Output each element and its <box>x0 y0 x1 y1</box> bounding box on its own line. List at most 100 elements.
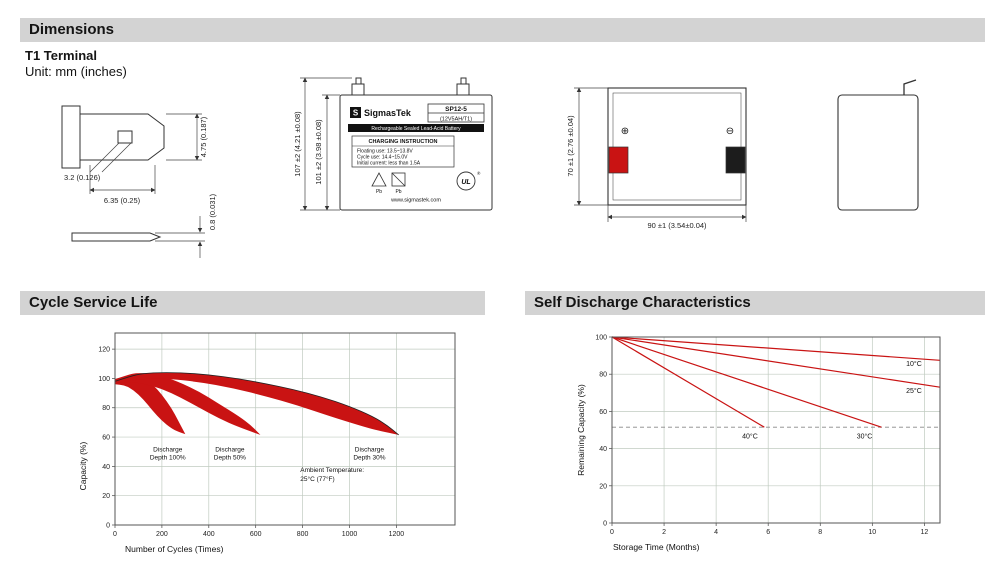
negative-symbol: ⊖ <box>726 126 734 137</box>
x-tick-label: 8 <box>818 529 822 536</box>
ul-text: UL <box>461 179 470 186</box>
charging-instruction-box <box>351 135 455 168</box>
self-discharge-chart: 0 2 4 6 8 10 12 0 20 40 60 80 100 10°C 25°C 30°C 40°C Sto… <box>576 335 941 552</box>
positive-terminal-red <box>608 146 629 174</box>
plot-frame <box>114 332 456 526</box>
negative-terminal-black <box>725 146 746 174</box>
dim-total-height: 107 ±2 (4.21 ±0.08) <box>293 111 302 177</box>
discharge-band <box>115 375 186 435</box>
dimension-drawings: 3.2 (0.126) 6.35 (0.25) 4.75 (0.187) 0.8… <box>61 77 919 258</box>
top-view-drawing: ⊕ ⊖ 70 ±1 (2.76 ±0.04) 90 ±1 (3.54±0.04) <box>566 87 747 230</box>
series-line <box>611 336 941 388</box>
x-tick-label: 0 <box>610 529 614 536</box>
battery-case-top <box>607 87 747 206</box>
band-label: Discharge <box>153 447 183 454</box>
terminal-slot <box>117 130 133 144</box>
plot-frame <box>611 336 941 524</box>
front-terminal-left <box>351 83 365 96</box>
charging-line-2: Cycle use: 14.4~15.0V <box>357 155 408 161</box>
x-tick-label: 10 <box>868 529 876 536</box>
x-tick-label: 600 <box>250 531 262 538</box>
side-terminal-tab <box>903 79 917 95</box>
envelope-curve <box>114 372 399 436</box>
discharge-band <box>115 373 261 435</box>
y-tick-label: 0 <box>603 521 607 528</box>
side-view-drawing <box>837 79 919 211</box>
y-axis-label: Capacity (%) <box>78 442 88 491</box>
pb-label-2: Pb <box>395 189 401 195</box>
charging-line-3: Initial current: less than 1.5A <box>357 161 421 167</box>
y-axis-label: Remaining Capacity (%) <box>576 384 586 476</box>
x-tick-label: 800 <box>297 531 309 538</box>
y-tick-label: 80 <box>599 372 607 379</box>
band-label: Depth 30% <box>353 455 385 462</box>
y-tick-label: 100 <box>595 335 607 342</box>
pb-label-1: Pb <box>376 189 382 195</box>
discharge-band <box>115 372 399 435</box>
y-tick-label: 20 <box>599 483 607 490</box>
terminal-plate-top-view <box>71 232 162 242</box>
charging-title: CHARGING INSTRUCTION <box>368 139 437 145</box>
x-tick-label: 0 <box>113 531 117 538</box>
dim-tab-height: 4.75 (0.187) <box>199 116 208 157</box>
dimension-lines <box>89 113 205 258</box>
series-line <box>611 336 882 428</box>
recycle-icon <box>371 172 387 187</box>
series-label: 25°C <box>906 387 922 395</box>
x-axis-label: Number of Cycles (Times) <box>125 544 224 554</box>
dim-slot-width: 3.2 (0.126) <box>64 173 101 182</box>
x-tick-label: 4 <box>714 529 718 536</box>
y-tick-label: 60 <box>102 435 110 442</box>
front-view-drawing: 107 ±2 (4.21 ±0.08) 101 ±2 (3.98 ±0.08) … <box>293 77 493 211</box>
battery-case-front <box>339 94 493 211</box>
x-tick-label: 12 <box>920 529 928 536</box>
front-terminal-right-nub <box>460 77 467 85</box>
unit-note: Unit: mm (inches) <box>25 64 127 79</box>
brand-name: SigmasTek <box>364 108 412 118</box>
model-number: SP12-5 <box>445 106 467 113</box>
dim-case-height: 101 ±2 (3.98 ±0.08) <box>314 119 323 185</box>
brand-logo-letter: S <box>353 109 359 118</box>
band-label: Discharge <box>215 447 245 454</box>
y-tick-label: 40 <box>599 446 607 453</box>
x-tick-label: 1200 <box>389 531 405 538</box>
dim-plate-thickness: 0.8 (0.031) <box>208 193 217 230</box>
model-rating: (12V5AH/T1) <box>440 117 472 123</box>
x-tick-label: 400 <box>203 531 215 538</box>
cycle-service-life-chart: 0 200 400 600 800 1000 1200 0 20 40 60 80 100 120 Disc… <box>78 332 456 554</box>
y-tick-label: 0 <box>106 523 110 530</box>
tagline-text: Rechargeable Sealed Lead-Acid Battery <box>371 126 461 132</box>
y-tick-label: 40 <box>102 464 110 471</box>
positive-symbol: ⊕ <box>621 126 629 137</box>
annotation-text: 25°C (77°F) <box>300 475 334 483</box>
y-tick-label: 60 <box>599 409 607 416</box>
section-header-dimensions: Dimensions <box>20 18 985 42</box>
x-axis-label: Storage Time (Months) <box>613 542 700 552</box>
series-line <box>611 336 941 361</box>
battery-case-side <box>837 94 919 211</box>
series-label: 10°C <box>906 360 922 368</box>
front-terminal-right <box>456 83 470 96</box>
section-header-cycle-life: Cycle Service Life <box>20 291 485 315</box>
y-tick-label: 80 <box>102 405 110 412</box>
website-text: www.sigmastek.com <box>390 198 441 204</box>
band-label: Depth 50% <box>214 455 246 462</box>
ul-mark-icon <box>456 171 476 191</box>
terminal-type-title: T1 Terminal <box>25 48 98 63</box>
x-tick-label: 6 <box>766 529 770 536</box>
y-tick-label: 120 <box>98 347 110 354</box>
dimension-lines <box>574 87 747 222</box>
dim-width: 90 ±1 (3.54±0.04) <box>647 221 707 230</box>
no-trash-icon <box>391 172 406 187</box>
terminal-bracket <box>61 105 81 169</box>
band-label: Discharge <box>355 447 385 454</box>
terminal-tab <box>79 113 165 161</box>
battery-case-top-inner <box>612 92 742 201</box>
x-tick-label: 2 <box>662 529 666 536</box>
charging-line-1: Floating use: 13.5~13.8V <box>357 149 413 155</box>
annotation-text: Ambient Temperature: <box>300 467 364 474</box>
y-tick-label: 100 <box>98 376 110 383</box>
section-header-self-discharge: Self Discharge Characteristics <box>525 291 985 315</box>
dimension-lines <box>300 77 352 211</box>
front-terminal-left-nub <box>355 77 362 85</box>
